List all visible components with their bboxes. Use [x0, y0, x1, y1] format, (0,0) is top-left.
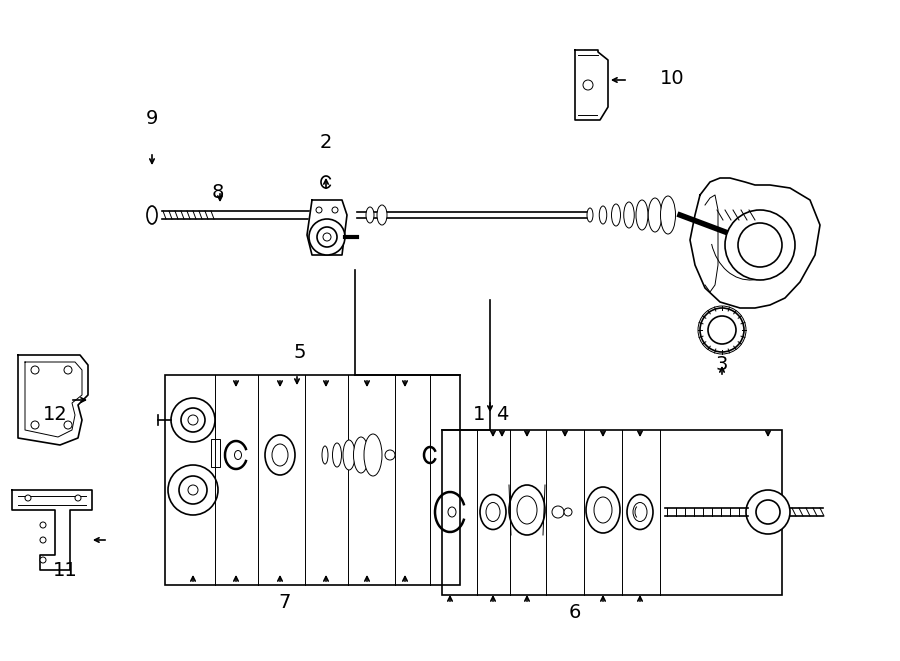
- Circle shape: [181, 408, 205, 432]
- Circle shape: [700, 308, 744, 352]
- Text: 1: 1: [472, 405, 485, 424]
- Bar: [165, 375, 460, 585]
- Circle shape: [708, 316, 736, 344]
- Ellipse shape: [364, 434, 382, 476]
- Circle shape: [552, 506, 564, 518]
- Circle shape: [31, 421, 39, 429]
- Ellipse shape: [322, 446, 328, 464]
- Circle shape: [40, 537, 46, 543]
- Ellipse shape: [265, 435, 295, 475]
- Circle shape: [188, 485, 198, 495]
- Circle shape: [385, 450, 395, 460]
- Circle shape: [168, 465, 218, 515]
- Circle shape: [64, 421, 72, 429]
- Ellipse shape: [343, 440, 355, 470]
- Circle shape: [583, 80, 593, 90]
- Text: 10: 10: [660, 69, 684, 87]
- Ellipse shape: [648, 198, 662, 232]
- Ellipse shape: [509, 485, 545, 535]
- Text: 7: 7: [279, 592, 292, 611]
- Ellipse shape: [624, 202, 634, 228]
- Text: 5: 5: [293, 342, 306, 362]
- Circle shape: [756, 500, 780, 524]
- Ellipse shape: [599, 206, 607, 224]
- Circle shape: [25, 495, 31, 501]
- Text: 11: 11: [52, 561, 77, 580]
- Circle shape: [564, 508, 572, 516]
- Text: 3: 3: [716, 356, 728, 375]
- Polygon shape: [18, 355, 88, 445]
- Circle shape: [64, 366, 72, 374]
- Circle shape: [188, 415, 198, 425]
- Bar: [211, 439, 220, 467]
- Text: 9: 9: [146, 108, 158, 128]
- Ellipse shape: [366, 207, 374, 223]
- Ellipse shape: [627, 494, 653, 529]
- Ellipse shape: [661, 196, 676, 234]
- Circle shape: [31, 366, 39, 374]
- Ellipse shape: [272, 444, 288, 466]
- Polygon shape: [12, 490, 92, 570]
- Text: 6: 6: [569, 602, 581, 621]
- Ellipse shape: [377, 205, 387, 225]
- Ellipse shape: [636, 200, 648, 230]
- Circle shape: [179, 476, 207, 504]
- Ellipse shape: [517, 496, 537, 524]
- Text: 8: 8: [212, 184, 224, 202]
- Ellipse shape: [448, 507, 456, 517]
- Text: 12: 12: [42, 405, 68, 424]
- Ellipse shape: [235, 451, 241, 459]
- Ellipse shape: [587, 208, 593, 222]
- Circle shape: [725, 210, 795, 280]
- Circle shape: [40, 522, 46, 528]
- Circle shape: [40, 557, 46, 563]
- Ellipse shape: [332, 443, 341, 467]
- Circle shape: [317, 227, 337, 247]
- Ellipse shape: [486, 502, 500, 522]
- Ellipse shape: [480, 494, 506, 529]
- Polygon shape: [690, 178, 820, 308]
- Circle shape: [75, 495, 81, 501]
- Polygon shape: [575, 50, 608, 120]
- Ellipse shape: [586, 487, 620, 533]
- Circle shape: [171, 398, 215, 442]
- Ellipse shape: [354, 437, 368, 473]
- Circle shape: [746, 490, 790, 534]
- Text: 4: 4: [496, 405, 508, 424]
- Ellipse shape: [594, 497, 612, 523]
- Text: 2: 2: [320, 134, 332, 153]
- Bar: [442, 430, 782, 595]
- Circle shape: [309, 219, 345, 255]
- Polygon shape: [307, 200, 347, 255]
- Ellipse shape: [633, 502, 647, 522]
- Ellipse shape: [611, 204, 620, 226]
- Circle shape: [738, 223, 782, 267]
